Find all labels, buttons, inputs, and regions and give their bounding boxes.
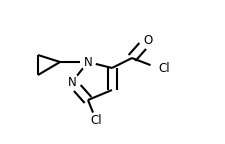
Text: N: N: [84, 55, 92, 69]
Text: O: O: [143, 34, 153, 47]
Text: Cl: Cl: [90, 113, 102, 126]
Text: N: N: [68, 75, 76, 89]
Text: Cl: Cl: [158, 61, 170, 74]
